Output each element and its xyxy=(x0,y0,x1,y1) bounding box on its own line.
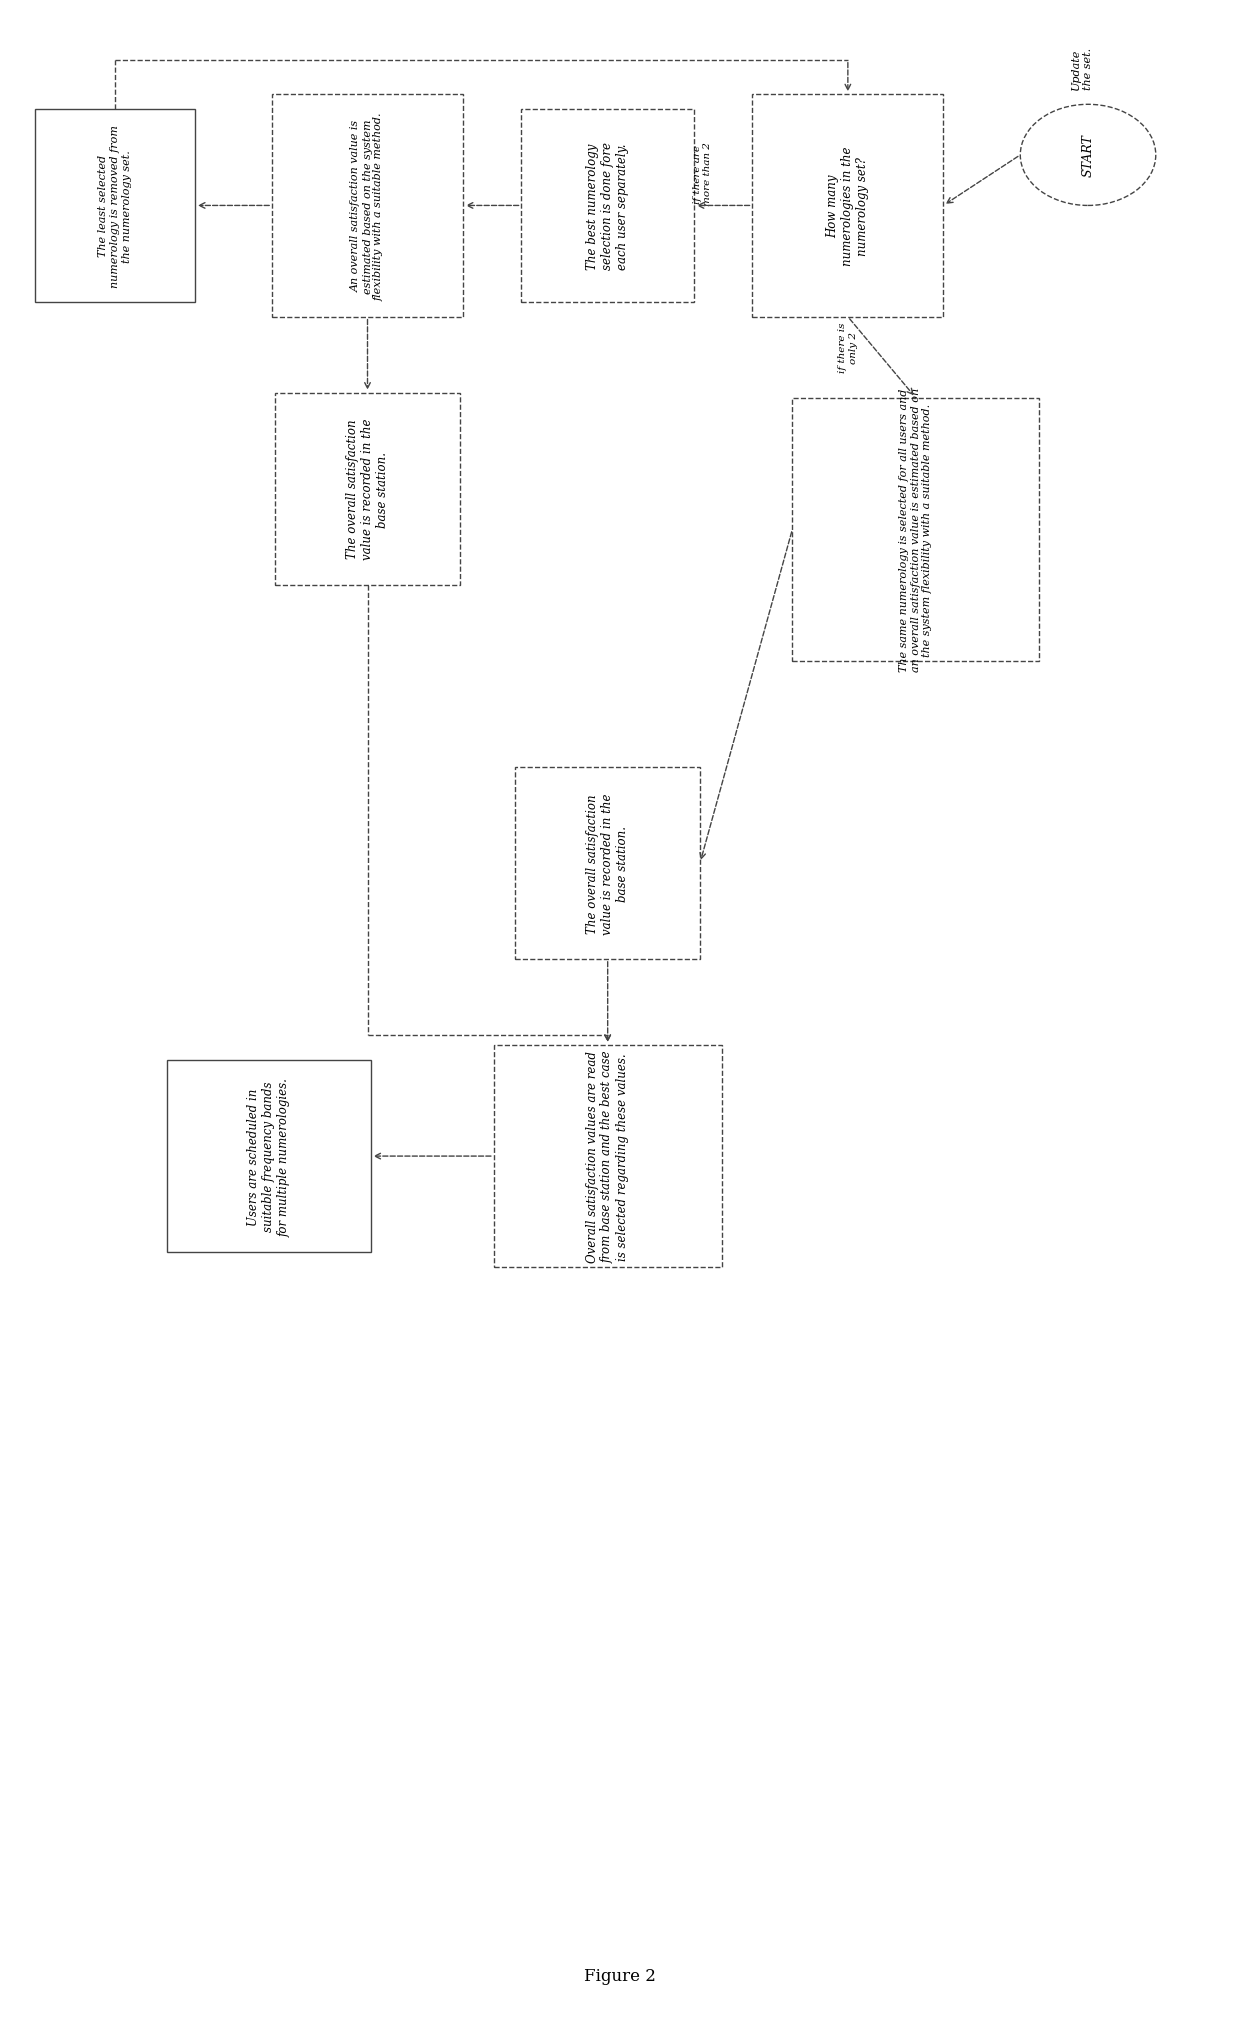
Bar xyxy=(494,1045,722,1267)
Text: START: START xyxy=(1081,134,1095,177)
Ellipse shape xyxy=(1021,106,1156,207)
Text: An overall satisfaction value is
estimated based on the system
flexibility with : An overall satisfaction value is estimat… xyxy=(351,112,384,300)
Bar xyxy=(275,394,460,585)
Text: if there are
more than 2: if there are more than 2 xyxy=(693,142,712,205)
Text: Overall satisfaction values are read
from base station and the best case
is sele: Overall satisfaction values are read fro… xyxy=(587,1050,629,1263)
Bar xyxy=(167,1060,371,1253)
Text: The overall satisfaction
value is recorded in the
base station.: The overall satisfaction value is record… xyxy=(587,792,629,934)
Bar xyxy=(753,95,944,317)
Text: The overall satisfaction
value is recorded in the
base station.: The overall satisfaction value is record… xyxy=(346,418,389,560)
Text: if there is
only 2: if there is only 2 xyxy=(838,323,858,374)
Bar xyxy=(272,95,463,317)
Text: Figure 2: Figure 2 xyxy=(584,1967,656,1983)
Text: How many
numerologies in the
numerology set?: How many numerologies in the numerology … xyxy=(826,146,869,266)
Text: The same numerology is selected for all users and
an overall satisfaction value : The same numerology is selected for all … xyxy=(899,388,932,672)
Bar xyxy=(522,110,694,302)
Text: The least selected
numerology is removed from
the numerology set.: The least selected numerology is removed… xyxy=(98,126,131,288)
Text: Update
the set.: Update the set. xyxy=(1071,49,1092,89)
Bar xyxy=(516,767,701,960)
Bar xyxy=(35,110,195,302)
Text: Users are scheduled in
suitable frequency bands
for multiple numerologies.: Users are scheduled in suitable frequenc… xyxy=(248,1078,290,1236)
Bar xyxy=(792,398,1039,662)
Text: The best numerology
selection is done fore
each user separately.: The best numerology selection is done fo… xyxy=(587,142,629,270)
